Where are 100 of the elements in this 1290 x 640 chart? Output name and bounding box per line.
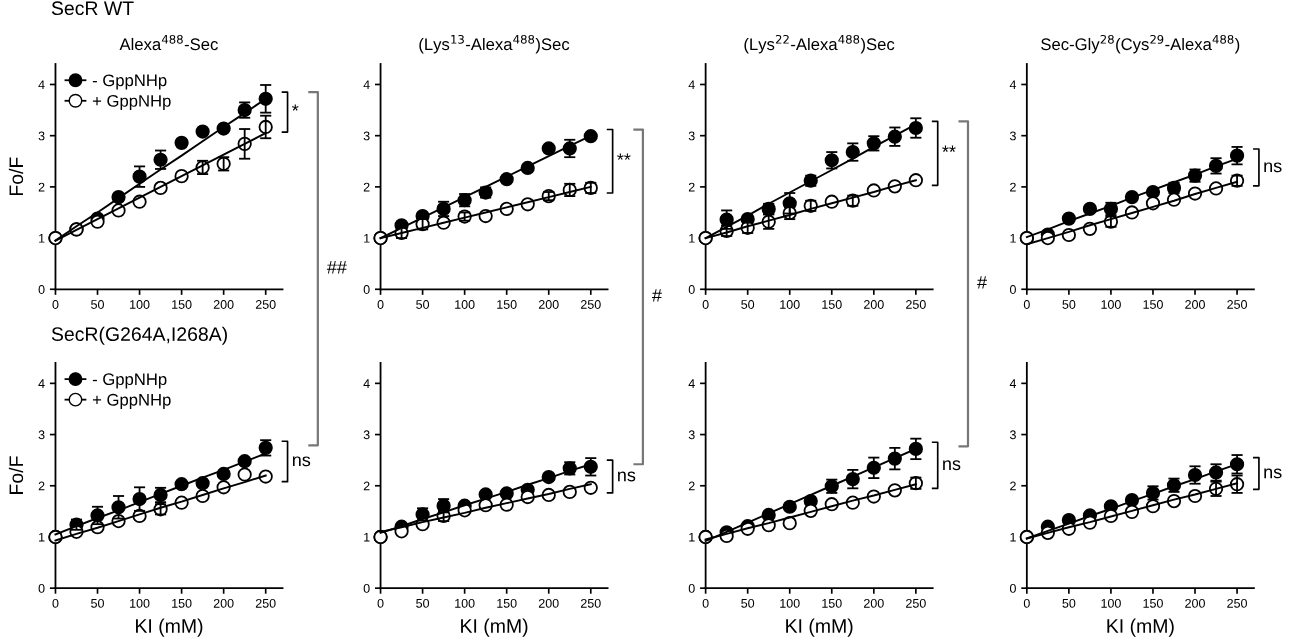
x-tick-label: 150 [1143, 300, 1163, 309]
y-tick-label: 1 [364, 532, 370, 542]
x-tick-label: 50 [741, 598, 755, 608]
y-tick-label: 3 [363, 430, 370, 440]
x-axis-title: KI (mM) [786, 618, 853, 637]
chart-title: (Lys$^{22}$-Alexa$^{488}$)Sec [744, 34, 895, 54]
x-tick-label: 100 [780, 598, 800, 608]
x-tick-label: 50 [91, 300, 104, 309]
text: ** [942, 145, 956, 152]
chart-title: Alexa$^{488}$-Sec [119, 34, 218, 51]
x-tick-label: 100 [780, 300, 800, 309]
y-tick-label: 2 [38, 481, 45, 491]
y-tick-label: 3 [688, 430, 695, 440]
x-tick-label: 200 [538, 598, 559, 608]
legend-label: + GppNHp [92, 94, 171, 111]
y-tick-label: 0 [688, 285, 695, 294]
y-tick-label: 1 [39, 532, 45, 542]
x-tick-label: 200 [864, 300, 884, 309]
x-tick-label: 150 [172, 598, 192, 608]
x-tick-label: 100 [130, 598, 150, 608]
text: # [977, 276, 987, 289]
x-tick-label: 250 [255, 300, 276, 309]
x-tick-label: 50 [416, 300, 430, 309]
legend-label: - GppNHp [92, 74, 167, 90]
x-tick-label: 250 [906, 598, 926, 608]
x-tick-label: 50 [741, 300, 755, 309]
text: ns [618, 471, 636, 482]
x-tick-label: 250 [255, 598, 276, 608]
x-tick-label: 50 [91, 598, 104, 608]
legend-label: - GppNHp [92, 373, 167, 389]
text: ns [1264, 468, 1282, 479]
x-tick-label: 0 [1023, 598, 1030, 608]
y-tick-label: 0 [688, 583, 695, 593]
x-tick-label: 200 [538, 300, 559, 309]
x-tick-label: 0 [52, 300, 59, 309]
y-tick-label: 1 [1010, 234, 1016, 243]
x-tick-label: 0 [377, 300, 384, 309]
y-tick-label: 4 [688, 80, 695, 90]
x-tick-label: 250 [1227, 300, 1247, 309]
y-tick-label: 3 [1009, 131, 1016, 141]
y-tick-label: 4 [1009, 379, 1017, 388]
y-tick-label: 4 [1009, 80, 1017, 90]
x-tick-label: 0 [52, 598, 59, 608]
x-tick-label: 150 [172, 300, 192, 309]
x-tick-label: 200 [1185, 598, 1205, 608]
y-axis-title: Fo/F [8, 157, 24, 196]
y-tick-label: 0 [38, 583, 45, 593]
y-tick-label: 2 [688, 481, 695, 491]
chart-subtitle: SecR WT [51, 1, 134, 16]
y-tick-label: 0 [1009, 285, 1016, 294]
chart-title: (Lys$^{13}$-Alexa$^{488}$)Sec [419, 34, 570, 54]
x-tick-label: 150 [497, 300, 517, 309]
x-tick-label: 250 [580, 598, 601, 608]
x-tick-label: 150 [822, 300, 842, 309]
x-tick-label: 50 [1062, 300, 1076, 309]
y-tick-label: 1 [39, 234, 45, 243]
x-axis-title: KI (mM) [136, 618, 203, 637]
x-tick-label: 50 [1062, 598, 1076, 608]
text: ** [617, 153, 631, 160]
legend-label: + GppNHp [92, 393, 171, 409]
y-tick-label: 0 [38, 285, 45, 294]
y-tick-label: 3 [38, 430, 45, 440]
y-tick-label: 2 [1010, 182, 1016, 192]
y-tick-label: 3 [1009, 430, 1016, 440]
x-tick-label: 250 [1227, 598, 1247, 608]
x-axis-title: KI (mM) [461, 618, 528, 637]
text: ns [943, 460, 961, 471]
y-tick-label: 1 [364, 234, 370, 243]
chart-title: Sec-Gly$^{28}$(Cys$^{29}$-Alexa$^{488}$) [1041, 34, 1240, 54]
y-tick-label: 4 [38, 379, 45, 388]
x-tick-label: 150 [497, 598, 517, 608]
x-tick-label: 200 [864, 598, 884, 608]
y-tick-label: 4 [363, 379, 370, 388]
x-tick-label: 100 [130, 300, 150, 309]
y-tick-label: 4 [363, 80, 370, 90]
x-tick-label: 250 [580, 300, 601, 309]
x-tick-label: 100 [455, 300, 475, 309]
x-tick-label: 200 [1185, 300, 1205, 309]
y-tick-label: 4 [688, 379, 695, 388]
y-tick-label: 2 [38, 182, 45, 192]
x-tick-label: 100 [455, 598, 475, 608]
text: ## [326, 261, 347, 274]
y-tick-label: 2 [363, 481, 370, 491]
x-tick-label: 0 [1023, 300, 1030, 309]
y-tick-label: 0 [363, 583, 370, 593]
text: * [292, 104, 299, 111]
y-tick-label: 1 [689, 532, 695, 542]
y-tick-label: 2 [688, 182, 695, 192]
x-tick-label: 100 [1101, 598, 1121, 608]
y-tick-label: 0 [363, 285, 370, 294]
text: # [652, 289, 662, 302]
y-tick-label: 0 [1009, 583, 1016, 593]
y-tick-label: 2 [1010, 481, 1016, 491]
x-tick-label: 200 [213, 598, 234, 608]
y-tick-label: 2 [363, 182, 370, 192]
text: ns [1264, 162, 1282, 173]
text: ns [292, 456, 311, 467]
x-tick-label: 150 [822, 598, 842, 608]
x-tick-label: 0 [702, 300, 709, 309]
x-tick-label: 50 [416, 598, 430, 608]
